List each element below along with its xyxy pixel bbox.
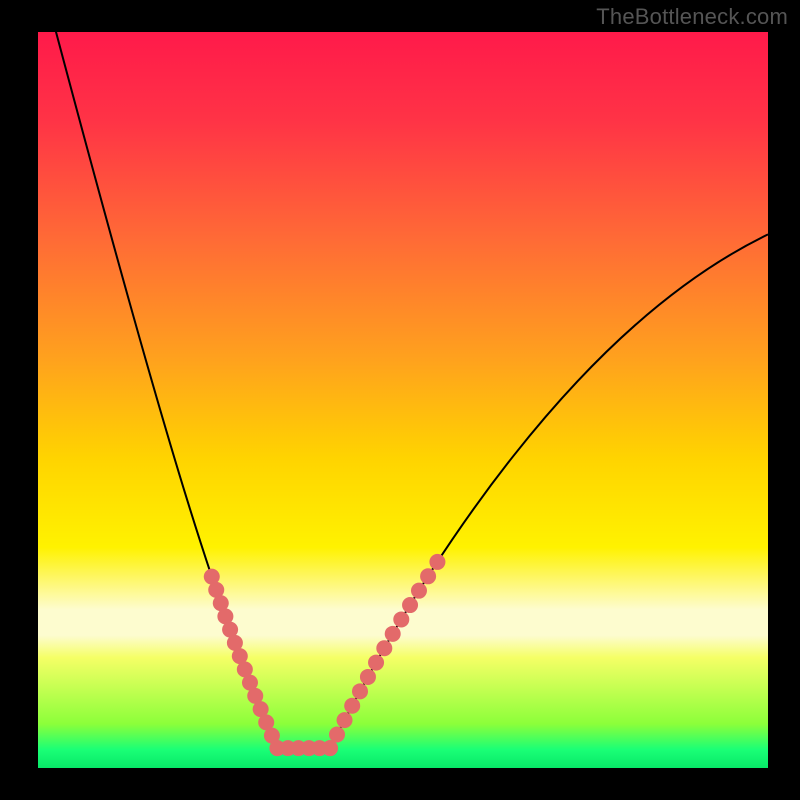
data-point <box>329 726 345 742</box>
data-point <box>411 583 427 599</box>
data-point <box>360 669 376 685</box>
data-point <box>429 554 445 570</box>
gradient-background <box>38 32 768 768</box>
data-point <box>393 611 409 627</box>
data-point <box>420 568 436 584</box>
data-point <box>368 655 384 671</box>
data-point <box>322 740 338 756</box>
data-point <box>352 683 368 699</box>
plot-svg <box>38 32 768 768</box>
data-point <box>337 712 353 728</box>
chart-container: TheBottleneck.com <box>0 0 800 800</box>
data-point <box>402 597 418 613</box>
data-point <box>385 626 401 642</box>
watermark-text: TheBottleneck.com <box>596 4 788 30</box>
plot-area <box>38 32 768 768</box>
data-point <box>376 640 392 656</box>
data-point <box>344 698 360 714</box>
